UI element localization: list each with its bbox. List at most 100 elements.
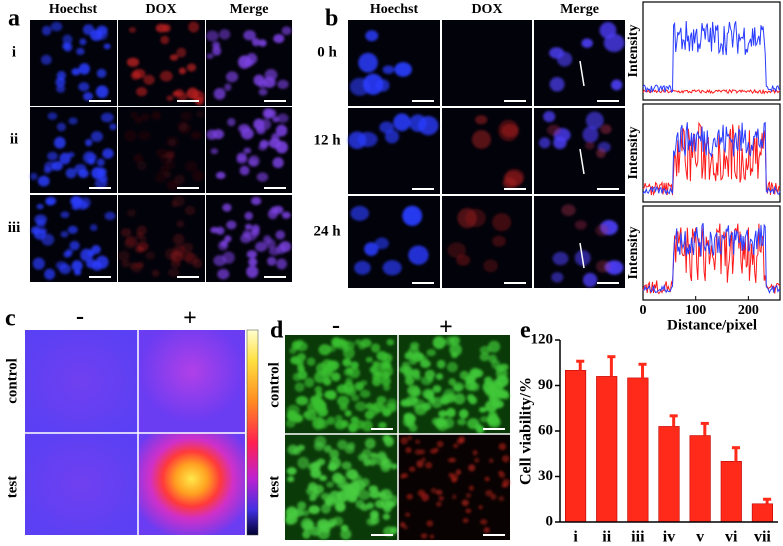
cell	[273, 33, 285, 44]
cell	[365, 402, 374, 410]
cell	[432, 336, 446, 350]
cell	[91, 167, 104, 180]
cell	[246, 265, 259, 279]
cell	[324, 390, 335, 400]
cell	[256, 126, 266, 135]
cell	[410, 388, 422, 397]
cell	[320, 503, 331, 514]
cell	[600, 124, 612, 135]
cell	[549, 47, 565, 59]
cell	[499, 363, 509, 371]
cell	[379, 121, 394, 134]
cell	[438, 496, 444, 501]
micrograph	[442, 20, 532, 106]
y-tick-label: 120	[531, 331, 554, 347]
cell	[96, 158, 105, 167]
cell	[166, 95, 174, 102]
profile-line	[579, 60, 585, 87]
cell	[484, 476, 490, 482]
cell	[487, 416, 501, 428]
cell	[128, 27, 137, 33]
cell	[55, 261, 68, 270]
cell	[251, 37, 260, 47]
cell	[360, 477, 370, 487]
cell	[539, 137, 551, 149]
cell	[264, 68, 278, 81]
cell	[490, 493, 497, 500]
cell	[294, 382, 305, 393]
cell	[226, 220, 237, 230]
cell	[248, 155, 260, 167]
cell	[215, 171, 226, 180]
cell	[426, 520, 434, 527]
cell	[479, 352, 490, 362]
cell	[498, 442, 507, 451]
cell	[331, 337, 342, 347]
cell	[394, 62, 412, 77]
cell	[304, 409, 317, 421]
cell	[451, 494, 457, 500]
cell	[498, 496, 505, 502]
cell	[156, 148, 168, 159]
cell	[78, 82, 90, 92]
cell	[605, 260, 624, 275]
cell	[379, 488, 393, 501]
cell	[340, 524, 349, 532]
cell	[355, 401, 367, 412]
cell	[492, 235, 506, 247]
cell	[290, 356, 301, 365]
cell	[458, 409, 469, 419]
cell	[43, 166, 51, 174]
cell	[310, 468, 322, 479]
cell	[304, 377, 315, 388]
cell	[258, 88, 268, 96]
cell	[436, 501, 442, 507]
cell	[256, 172, 269, 182]
cell	[236, 152, 247, 162]
cell	[138, 130, 151, 141]
row-label: control	[266, 362, 282, 408]
cell	[168, 139, 176, 146]
cell	[95, 255, 109, 269]
cell	[404, 376, 415, 386]
row-label: 24 h	[313, 223, 341, 239]
cell	[403, 365, 414, 377]
cell	[585, 111, 604, 130]
cells	[546, 124, 612, 159]
cell	[126, 57, 140, 67]
cell	[364, 242, 379, 256]
cells	[210, 196, 292, 280]
cell	[546, 124, 561, 136]
cell	[472, 449, 478, 456]
cell	[120, 227, 132, 237]
cell	[36, 203, 44, 210]
cell	[350, 361, 359, 370]
cell	[295, 396, 309, 406]
cells	[285, 337, 398, 433]
cell	[436, 440, 444, 448]
cell	[421, 457, 426, 462]
cell	[302, 530, 311, 539]
micrograph	[534, 108, 625, 194]
x-tick-label: 100	[685, 303, 706, 318]
cell	[408, 424, 418, 432]
cell	[374, 237, 389, 250]
cell	[380, 376, 391, 387]
cell	[90, 131, 104, 142]
cell	[411, 368, 421, 378]
cell	[332, 472, 343, 484]
cell	[438, 410, 448, 418]
cell	[62, 42, 71, 50]
cell	[170, 250, 184, 263]
bar	[627, 377, 649, 523]
cell	[265, 108, 277, 118]
cell	[136, 87, 148, 97]
cells	[561, 204, 611, 273]
cell	[65, 167, 77, 179]
cell	[71, 68, 81, 76]
cell	[435, 373, 444, 380]
cell	[355, 499, 365, 509]
cells	[206, 26, 292, 100]
cell	[188, 21, 200, 33]
cell	[382, 513, 391, 521]
